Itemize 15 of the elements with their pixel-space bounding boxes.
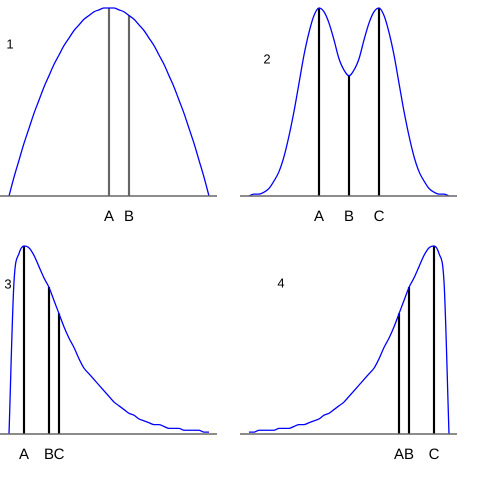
x-tick-label: A [18, 446, 30, 464]
x-tick-label: B [344, 208, 354, 226]
annotation: 3 [4, 276, 12, 292]
annotation: 1 [6, 36, 14, 52]
annotation: 4 [277, 276, 285, 291]
x-tick-label: B [404, 446, 414, 464]
x-tick-label: A [394, 446, 404, 464]
x-tick-label: C [374, 208, 385, 226]
x-tick-label: A [314, 208, 324, 226]
x-tick-label: B [124, 208, 134, 226]
x-tick-label: C [54, 446, 65, 464]
x-tick-label: C [428, 446, 440, 464]
x-tick-label: A [104, 208, 114, 226]
annotation: 2 [263, 52, 271, 67]
x-tick-label: B [44, 446, 54, 464]
